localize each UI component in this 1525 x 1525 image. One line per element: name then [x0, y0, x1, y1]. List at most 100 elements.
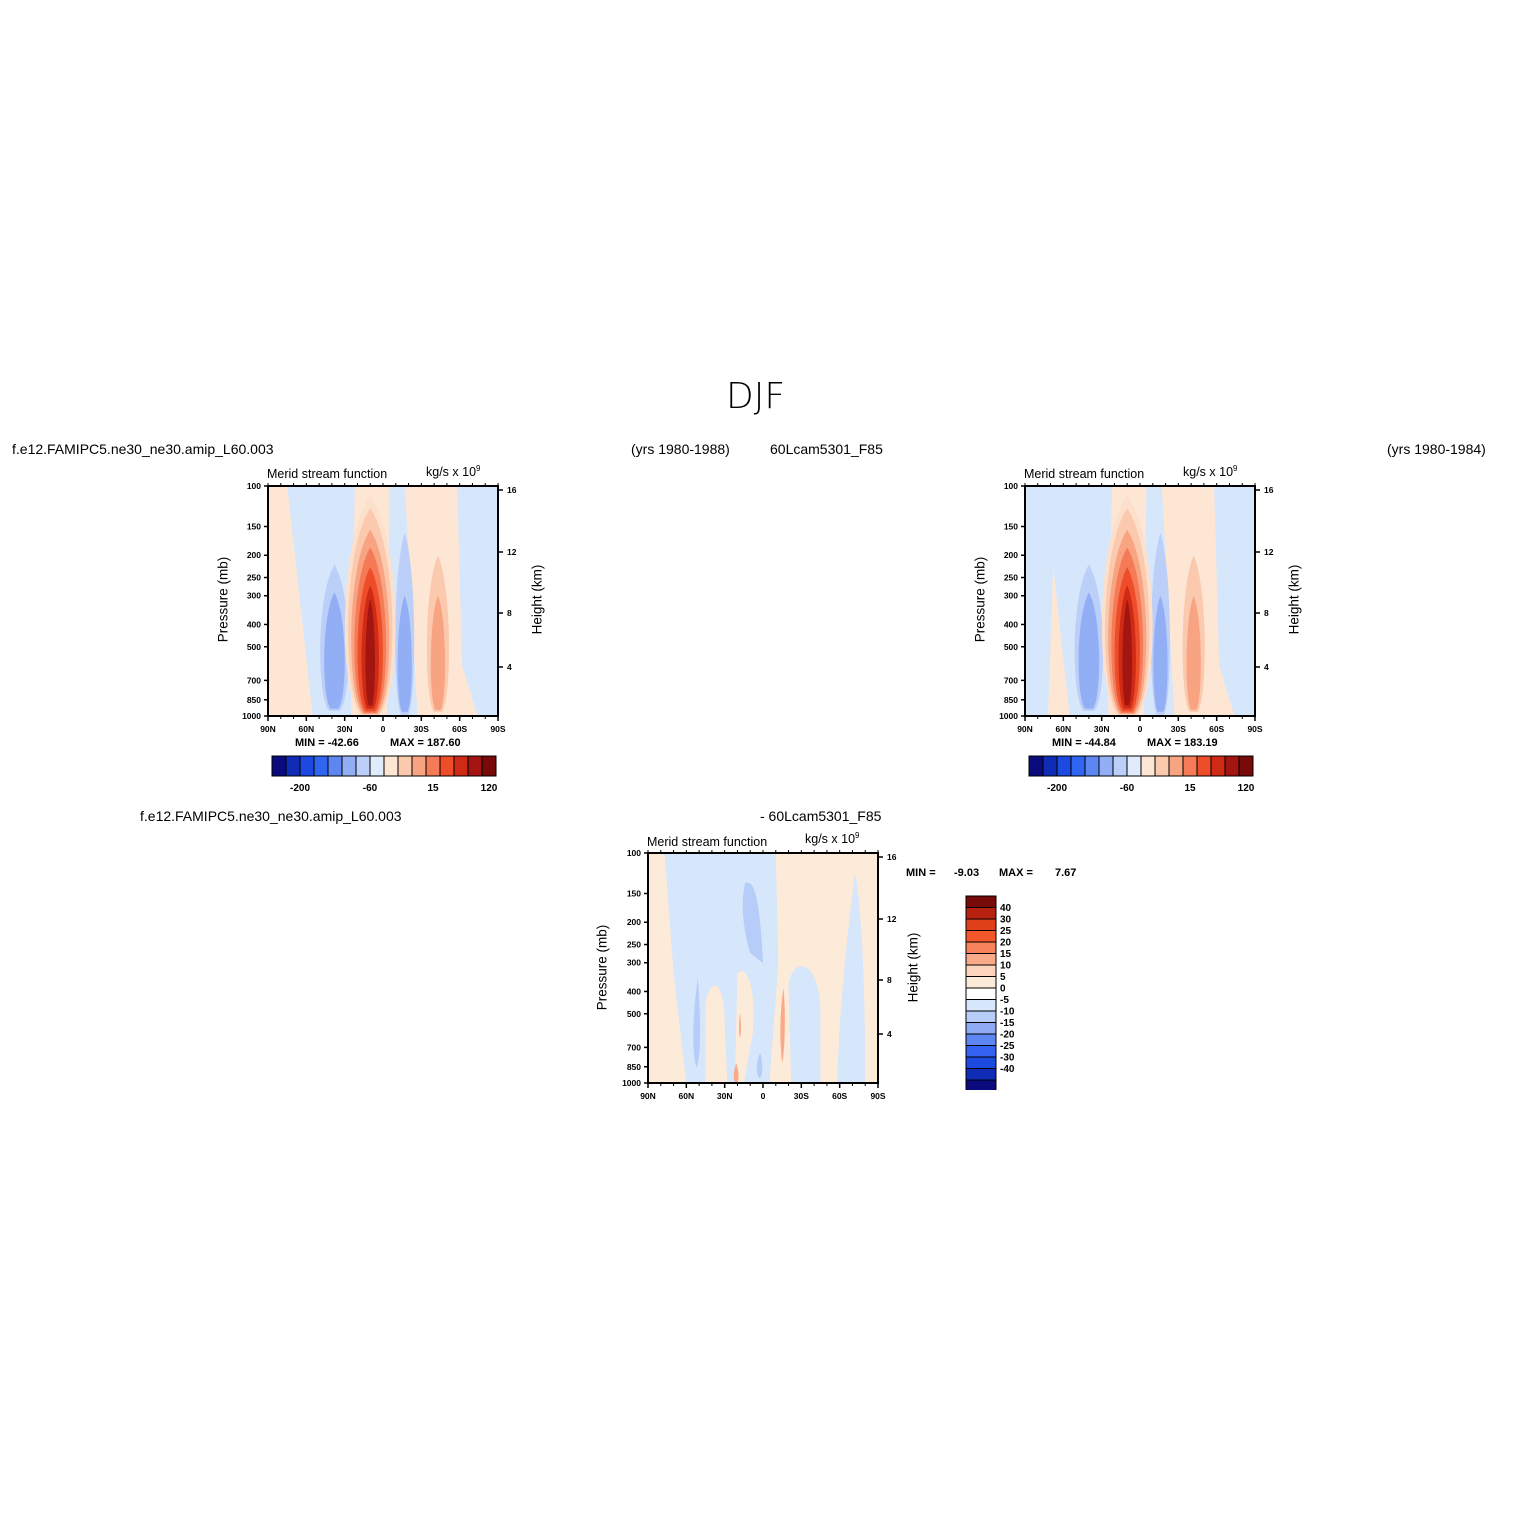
colorbar-swatch	[1070, 755, 1086, 777]
y-right-tick-label: 4	[887, 1029, 892, 1039]
colorbar-swatch	[369, 755, 385, 777]
sh-cell-lvl2	[1153, 595, 1168, 712]
colorbar-label: 30	[1000, 915, 1012, 926]
diff-upper-negative	[742, 882, 763, 963]
colorbar-swatch	[341, 755, 357, 777]
y-tick-label: 500	[1004, 642, 1018, 652]
sh-polar-negative	[1214, 486, 1255, 716]
colorbar-swatch	[355, 755, 371, 777]
y-tick-label: 150	[1004, 522, 1018, 532]
y-right-tick-label: 12	[1264, 547, 1274, 557]
case-label-bottom-left: f.e12.FAMIPC5.ne30_ne30.amip_L60.003	[140, 808, 402, 824]
y-tick-label: 500	[627, 1009, 641, 1019]
x-tick-label: 60S	[1209, 724, 1224, 734]
nh-cell-lvl2	[1078, 592, 1100, 709]
colorbar-label: 5	[1000, 972, 1006, 983]
colorbar-swatch	[1126, 755, 1142, 777]
y-right-tick-label: 12	[887, 914, 897, 924]
y-tick-label: 400	[1004, 619, 1018, 629]
y-tick-label: 700	[627, 1042, 641, 1052]
y-tick-label: 850	[627, 1062, 641, 1072]
y-tick-label: 250	[247, 573, 261, 583]
x-tick-label: 30S	[414, 724, 429, 734]
x-tick-label: 60N	[299, 724, 315, 734]
x-tick-label: 60N	[679, 1091, 695, 1101]
figure-title: DJF	[726, 376, 786, 417]
diff-polar-negative	[837, 873, 866, 1083]
colorbar-swatch	[271, 755, 287, 777]
colorbar-swatch	[965, 964, 997, 977]
x-tick-label: 60S	[832, 1091, 847, 1101]
colorbar-swatch	[411, 755, 427, 777]
case-label-top-left: f.e12.FAMIPC5.ne30_ne30.amip_L60.003	[12, 441, 274, 457]
y-right-tick-label: 8	[507, 608, 512, 618]
colorbar-swatch	[1182, 755, 1198, 777]
panel2-ylabel-right: Height (km)	[1286, 564, 1302, 635]
x-tick-label: 30N	[1094, 724, 1110, 734]
colorbar-swatch	[965, 907, 997, 920]
colorbar-swatch	[299, 755, 315, 777]
colorbar-swatch	[313, 755, 329, 777]
panel2-min-label: MIN = -44.84	[1052, 737, 1116, 749]
nh-cell-lvl2	[324, 592, 345, 709]
plot-frame	[647, 852, 879, 1084]
x-tick-label: 0	[381, 724, 386, 734]
y-tick-label: 400	[627, 986, 641, 996]
panel2-units: kg/s x 109	[1183, 464, 1238, 480]
colorbar-swatch	[1112, 755, 1128, 777]
y-tick-label: 500	[247, 642, 261, 652]
x-tick-label: 90S	[1247, 724, 1262, 734]
colorbar-swatch	[1224, 755, 1240, 777]
y-right-tick-label: 8	[1264, 608, 1269, 618]
colorbar-swatch	[965, 1010, 997, 1023]
panel3-min-value: -9.03	[954, 867, 980, 879]
colorbar-swatch	[1196, 755, 1212, 777]
colorbar-swatch	[965, 1068, 997, 1081]
colorbar-swatch	[397, 755, 413, 777]
colorbar-swatch	[965, 976, 997, 989]
colorbar-label: 20	[1000, 938, 1012, 949]
colorbar-label: -200	[1047, 783, 1067, 794]
y-right-tick-label: 8	[887, 975, 892, 985]
colorbar-swatch	[1056, 755, 1072, 777]
y-tick-label: 300	[627, 958, 641, 968]
colorbar-swatch	[383, 755, 399, 777]
colorbar-swatch	[965, 918, 997, 931]
y-tick-label: 1000	[622, 1078, 641, 1088]
diff-nh-negative-patch	[693, 978, 701, 1068]
y-tick-label: 1000	[999, 711, 1018, 721]
x-tick-label: 0	[761, 1091, 766, 1101]
panel2-ylabel: Pressure (mb)	[972, 556, 988, 643]
colorbar-label: -5	[1000, 995, 1009, 1006]
y-tick-label: 250	[1004, 573, 1018, 583]
diff-sh-negative	[788, 966, 821, 1083]
colorbar-label: -60	[363, 783, 378, 794]
y-tick-label: 700	[1004, 675, 1018, 685]
colorbar-label: 10	[1000, 961, 1012, 972]
panel2-title: Merid stream function	[1024, 467, 1145, 481]
colorbar-swatch	[285, 755, 301, 777]
colorbar-label: -10	[1000, 1007, 1015, 1018]
colorbar-label: 120	[1238, 783, 1255, 794]
y-right-tick-label: 4	[1264, 662, 1269, 672]
colorbar-label: -60	[1120, 783, 1135, 794]
y-tick-label: 200	[1004, 550, 1018, 560]
x-tick-label: 90S	[870, 1091, 885, 1101]
colorbar-label: 40	[1000, 903, 1012, 914]
panel2-colorbar: -200 -60 15 120	[1028, 755, 1255, 794]
panel1-ylabel: Pressure (mb)	[215, 556, 231, 643]
x-tick-label: 90S	[490, 724, 505, 734]
plot-frame	[267, 485, 499, 717]
colorbar-swatch	[1210, 755, 1226, 777]
sh-pos-lvl2	[430, 595, 446, 710]
case-label-bottom-right: - 60Lcam5301_F85	[760, 808, 882, 824]
colorbar-label: 120	[481, 783, 498, 794]
colorbar-swatch	[965, 941, 997, 954]
x-tick-label: 90N	[640, 1091, 656, 1101]
nh-polar-negative	[1025, 486, 1064, 716]
x-tick-label: 30S	[1171, 724, 1186, 734]
y-tick-label: 100	[247, 481, 261, 491]
colorbar-swatch	[1042, 755, 1058, 777]
y-tick-label: 300	[1004, 591, 1018, 601]
